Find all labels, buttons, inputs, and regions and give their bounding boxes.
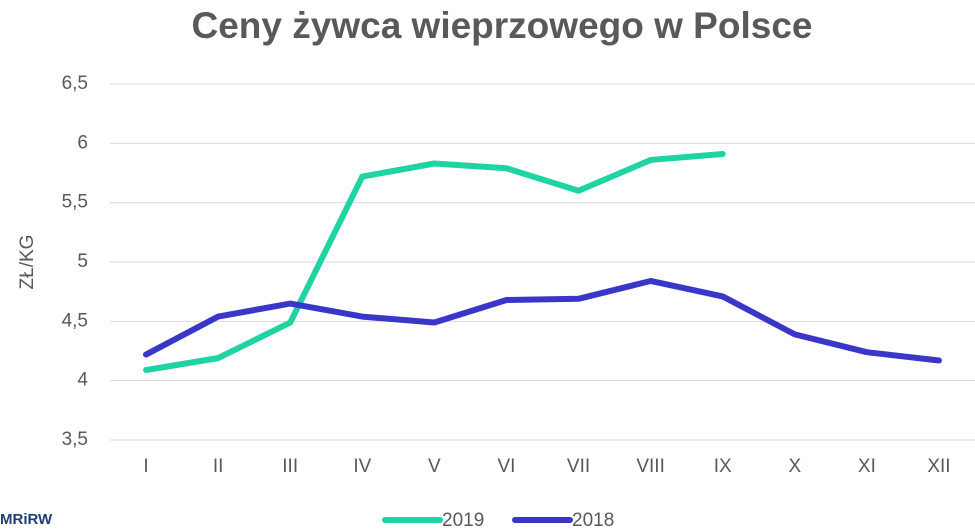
x-tick-label: XII <box>927 456 950 477</box>
legend-label: 2019 <box>442 510 484 531</box>
y-tick-label: 6,5 <box>62 73 88 94</box>
y-axis-label: ZŁ/KG <box>17 235 38 290</box>
legend-label: 2018 <box>572 510 614 531</box>
x-tick-label: VII <box>567 456 590 477</box>
x-tick-label: III <box>282 456 298 477</box>
y-tick-label: 6 <box>77 132 88 153</box>
x-tick-label: IX <box>714 456 732 477</box>
x-tick-label: IV <box>353 456 371 477</box>
y-tick-label: 3,5 <box>62 429 88 450</box>
y-tick-label: 4,5 <box>62 310 88 331</box>
x-tick-label: VI <box>497 456 515 477</box>
x-tick-label: X <box>788 456 801 477</box>
y-tick-label: 5 <box>77 251 88 272</box>
x-tick-label: I <box>143 456 148 477</box>
y-tick-label: 5,5 <box>62 192 88 213</box>
series-line <box>143 277 942 364</box>
x-tick-label: VIII <box>636 456 665 477</box>
x-tick-label: V <box>428 456 441 477</box>
source: MRiRW <box>0 511 53 528</box>
chart-title: Ceny żywca wieprzowego w Polsce <box>192 5 813 46</box>
series-line <box>143 151 726 373</box>
x-tick-label: XI <box>858 456 876 477</box>
y-tick-label: 4 <box>77 370 88 391</box>
x-tick-label: II <box>213 456 224 477</box>
